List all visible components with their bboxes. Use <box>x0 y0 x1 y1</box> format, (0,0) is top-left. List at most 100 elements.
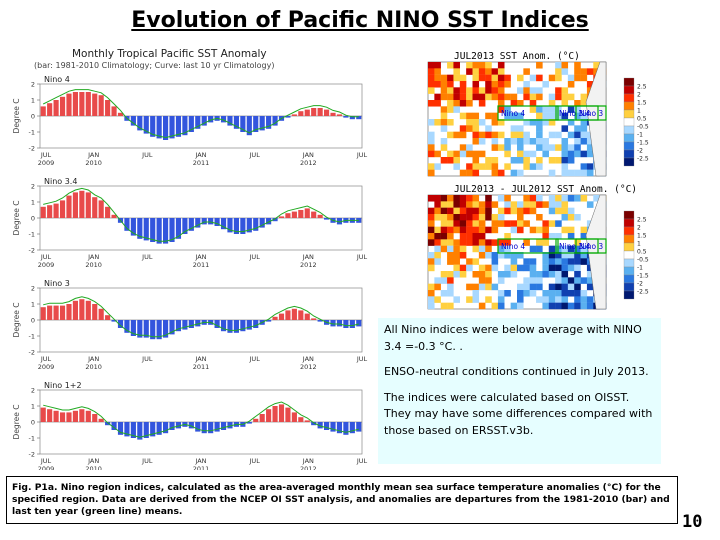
bar <box>278 404 285 422</box>
note-oisst: The indices were calculated based on OIS… <box>384 390 653 437</box>
colorbar-label: 2.5 <box>637 84 647 91</box>
sst-cell <box>478 214 486 221</box>
x-year-label: 2012 <box>300 363 317 371</box>
sst-cell <box>497 68 505 75</box>
x-year-label: 2012 <box>300 261 317 269</box>
sst-cell <box>459 74 467 82</box>
sst-cell <box>440 195 448 202</box>
sst-cell <box>472 112 480 120</box>
bar <box>195 218 201 228</box>
sst-cell <box>529 258 537 265</box>
bar <box>343 320 349 328</box>
sst-cell <box>567 290 575 297</box>
sst-cell <box>555 302 562 310</box>
bar <box>98 308 104 320</box>
sst-cell <box>491 81 499 88</box>
bar <box>111 422 117 430</box>
last-ten-year-line <box>43 401 359 438</box>
bar <box>66 412 72 422</box>
sst-cell <box>574 245 581 253</box>
sst-cell <box>478 302 486 310</box>
sst-cell <box>440 125 448 132</box>
sst-cell <box>459 207 467 215</box>
y-axis-label: Degree C <box>12 201 21 236</box>
sst-cell <box>478 283 486 291</box>
sst-cell <box>542 112 549 120</box>
sst-cell <box>510 226 518 234</box>
sst-cell <box>485 252 492 259</box>
x-year-label: 2009 <box>38 261 55 269</box>
bar <box>72 92 78 116</box>
sst-cell <box>561 138 569 145</box>
bar <box>208 422 214 434</box>
sst-cell <box>459 220 467 227</box>
bar <box>220 116 227 123</box>
x-year-label: 2010 <box>85 363 102 371</box>
x-year-label: 2012 <box>300 465 317 470</box>
series-name: Nino 4 <box>44 75 70 84</box>
x-year-label: 2009 <box>38 159 55 167</box>
sst-cell <box>497 93 505 101</box>
bar <box>317 108 323 116</box>
sst-cell <box>428 214 435 221</box>
sst-cell <box>523 283 530 291</box>
sst-cell <box>428 296 435 303</box>
bar <box>188 116 194 132</box>
sst-cell <box>574 283 581 291</box>
sst-cell <box>580 252 588 259</box>
x-tick-label: JAN <box>194 355 206 363</box>
colorbar-label: -2.5 <box>637 156 649 163</box>
sst-cell <box>567 144 575 151</box>
sst-cell <box>453 207 460 215</box>
sst-cell <box>529 87 537 94</box>
sst-cell <box>555 195 562 202</box>
sst-cell <box>447 277 454 284</box>
page-number: 10 <box>682 512 703 532</box>
bar <box>169 218 175 242</box>
sst-cell <box>447 252 454 259</box>
bar <box>259 218 265 228</box>
sst-cell <box>434 74 441 82</box>
sst-cell <box>567 207 575 215</box>
bar <box>105 315 111 320</box>
sst-cell <box>510 157 518 164</box>
sst-cell <box>497 239 505 246</box>
sst-cell <box>529 226 537 234</box>
bar <box>195 422 201 432</box>
bar <box>163 218 169 244</box>
sst-cell <box>485 87 492 94</box>
bar <box>59 305 66 320</box>
sst-cell <box>504 245 511 253</box>
sst-cell <box>459 150 467 158</box>
x-tick-label: JUL <box>141 151 153 159</box>
bar <box>311 422 317 426</box>
sst-cell <box>548 201 556 208</box>
sst-cell <box>428 226 435 234</box>
bar <box>169 422 175 430</box>
bar <box>98 200 104 218</box>
sst-cell <box>497 169 505 177</box>
sst-cell <box>580 163 588 170</box>
nino-region-label: Nino 3 <box>579 109 603 118</box>
sst-cell <box>434 119 441 126</box>
sst-cell <box>517 283 524 291</box>
sst-cell <box>485 214 492 221</box>
sst-cell <box>542 233 549 240</box>
colorbar-swatch <box>623 141 635 151</box>
colorbar-swatch <box>623 125 635 135</box>
sst-cell <box>459 100 467 107</box>
sst-cell <box>580 277 588 284</box>
sst-cell <box>542 258 549 265</box>
last-ten-year-line <box>42 89 359 139</box>
colorbar-label: 1.5 <box>637 100 647 107</box>
sst-cell <box>567 195 575 202</box>
sst-cell <box>440 239 448 246</box>
colorbar-swatch <box>623 101 635 111</box>
sst-cell <box>536 195 543 202</box>
bar <box>240 320 246 332</box>
sst-cell <box>491 74 499 82</box>
sst-cell <box>555 252 562 259</box>
sst-cell <box>561 169 569 177</box>
sst-cell <box>580 100 588 107</box>
